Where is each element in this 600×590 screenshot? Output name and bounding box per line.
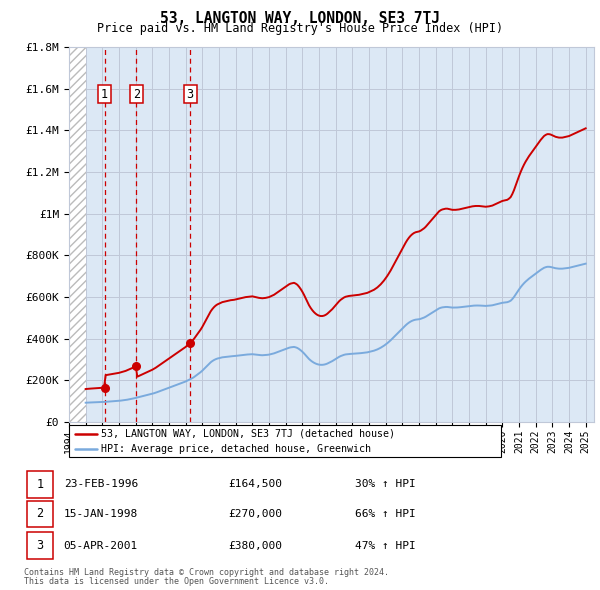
Text: 2: 2: [133, 87, 140, 100]
Text: Price paid vs. HM Land Registry's House Price Index (HPI): Price paid vs. HM Land Registry's House …: [97, 22, 503, 35]
Text: 3: 3: [187, 87, 194, 100]
Text: This data is licensed under the Open Government Licence v3.0.: This data is licensed under the Open Gov…: [24, 577, 329, 586]
Text: 3: 3: [37, 539, 44, 552]
Text: 47% ↑ HPI: 47% ↑ HPI: [355, 540, 416, 550]
FancyBboxPatch shape: [27, 471, 53, 497]
Text: 1: 1: [37, 478, 44, 491]
Text: 15-JAN-1998: 15-JAN-1998: [64, 509, 138, 519]
Bar: [69, 47, 86, 422]
FancyBboxPatch shape: [27, 500, 53, 527]
Text: Contains HM Land Registry data © Crown copyright and database right 2024.: Contains HM Land Registry data © Crown c…: [24, 568, 389, 576]
Text: £270,000: £270,000: [228, 509, 282, 519]
Text: £164,500: £164,500: [228, 479, 282, 489]
Text: 53, LANGTON WAY, LONDON, SE3 7TJ (detached house): 53, LANGTON WAY, LONDON, SE3 7TJ (detach…: [101, 429, 395, 439]
Text: 05-APR-2001: 05-APR-2001: [64, 540, 138, 550]
Text: HPI: Average price, detached house, Greenwich: HPI: Average price, detached house, Gree…: [101, 444, 371, 454]
Text: 53, LANGTON WAY, LONDON, SE3 7TJ: 53, LANGTON WAY, LONDON, SE3 7TJ: [160, 11, 440, 25]
Text: 66% ↑ HPI: 66% ↑ HPI: [355, 509, 416, 519]
Text: 1: 1: [101, 87, 108, 100]
FancyBboxPatch shape: [69, 425, 501, 457]
Text: 23-FEB-1996: 23-FEB-1996: [64, 479, 138, 489]
Text: £380,000: £380,000: [228, 540, 282, 550]
FancyBboxPatch shape: [27, 532, 53, 559]
Text: 30% ↑ HPI: 30% ↑ HPI: [355, 479, 416, 489]
Text: 2: 2: [37, 507, 44, 520]
